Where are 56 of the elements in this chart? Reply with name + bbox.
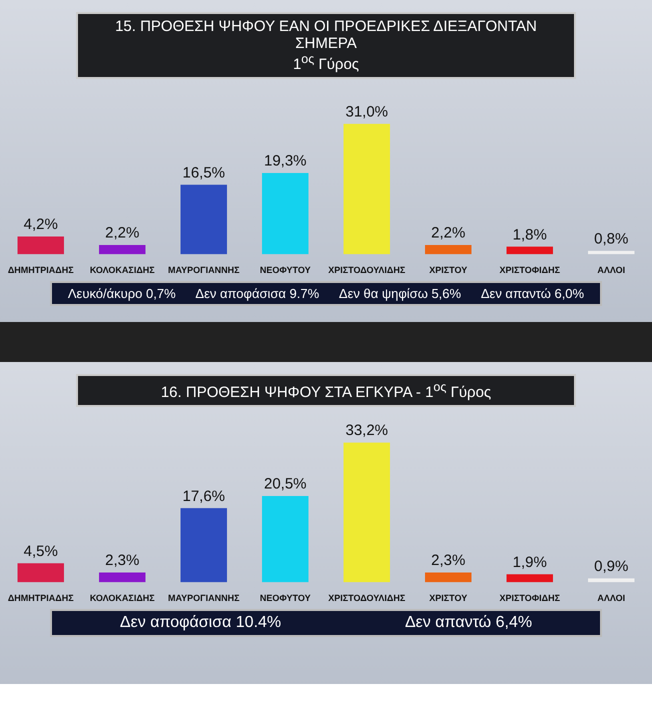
x-tick-label: ΧΡΙΣΤΟΦΙΔΗΣ: [500, 265, 561, 276]
bar: [180, 508, 227, 582]
data-label: 16,5%: [182, 164, 226, 182]
text: Δεν απαντώ 6,0%: [480, 286, 584, 301]
x-tick-label: ΔΗΜΗΤΡΙΑΔΗΣ: [8, 265, 74, 276]
data-label: 0,8%: [594, 230, 628, 248]
data-label: 2,3%: [431, 552, 466, 570]
x-tick-label: ΑΛΛΟΙ: [597, 593, 626, 604]
data-label: 17,6%: [182, 488, 226, 505]
data-label: 4,2%: [24, 216, 58, 234]
data-label: 2,2%: [105, 224, 140, 242]
chart-title: 16. ΠΡΟΘΕΣΗ ΨΗΦΟΥ ΣΤΑ ΕΓΚΥΡΑ - 1$^{ος}$ Γύρος: [160, 380, 492, 401]
x-tick-label: ΧΡΙΣΤΟΔΟΥΛΙΔΗΣ: [328, 265, 406, 276]
data-label: 2,3%: [105, 552, 140, 570]
text: Λευκό/άκυρο 0,7%: [68, 286, 176, 301]
data-label: 19,3%: [264, 152, 307, 170]
data-label: 1,9%: [512, 554, 547, 571]
data-label: 33,2%: [345, 422, 388, 440]
bar: [425, 572, 472, 582]
bar: [18, 563, 64, 582]
x-tick-label: ΚΟΛΟΚΑΣΙΔΗΣ: [90, 265, 156, 276]
x-tick-label: ΧΡΙΣΤΟΔΟΥΛΙΔΗΣ: [328, 593, 406, 604]
text: Δεν απαντώ 6,4%: [404, 614, 532, 632]
data-label: 2,2%: [431, 224, 466, 242]
bar: [588, 578, 634, 582]
x-tick-label: ΜΑΥΡΟΓΙΑΝΝΗΣ: [168, 593, 240, 604]
bar: [425, 244, 472, 254]
data-label: 20,5%: [264, 476, 307, 493]
text: Δεν αποφάσισα 9.7%: [195, 286, 320, 301]
bar: [506, 246, 553, 254]
text: Δεν αποφάσισα 10.4%: [120, 614, 282, 632]
data-label: 0,9%: [594, 558, 628, 576]
bar: [262, 496, 308, 582]
bar: [344, 442, 390, 582]
data-label: 1,8%: [512, 226, 547, 244]
data-label: 4,5%: [24, 542, 58, 560]
x-tick-label: ΧΡΙΣΤΟΥ: [429, 593, 468, 604]
bar: [180, 184, 227, 254]
x-tick-label: ΝΕΟΦΥΤΟΥ: [260, 593, 311, 604]
x-tick-label: ΝΕΟΦΥΤΟΥ: [260, 265, 311, 276]
bar: [99, 572, 146, 582]
bar: [99, 244, 146, 254]
x-tick-label: ΔΗΜΗΤΡΙΑΔΗΣ: [8, 593, 74, 604]
bar: [344, 124, 390, 254]
text: Δεν θα ψηφίσω 5,6%: [338, 286, 462, 301]
x-tick-label: ΚΟΛΟΚΑΣΙΔΗΣ: [90, 593, 156, 604]
x-tick-label: ΑΛΛΟΙ: [597, 265, 626, 276]
bar: [18, 236, 64, 254]
data-label: 31,0%: [345, 103, 388, 120]
chart-title: 15. ΠΡΟΘΕΣΗ ΨΗΦΟΥ ΕΑΝ ΟΙ ΠΡΟΕΔΡΙΚΕΣ ΔΙΕΞΑΓΟΝΤΑΝ ΣΗΜΕΡΑ: [114, 18, 538, 52]
x-tick-label: ΜΑΥΡΟΓΙΑΝΝΗΣ: [168, 265, 240, 276]
bar: [262, 173, 308, 254]
bar: [506, 574, 553, 582]
x-tick-label: ΧΡΙΣΤΟΥ: [429, 265, 468, 276]
x-tick-label: ΧΡΙΣΤΟΦΙΔΗΣ: [500, 593, 561, 604]
chart-subtitle: 1$^{ος}$ Γύρος: [292, 52, 360, 73]
